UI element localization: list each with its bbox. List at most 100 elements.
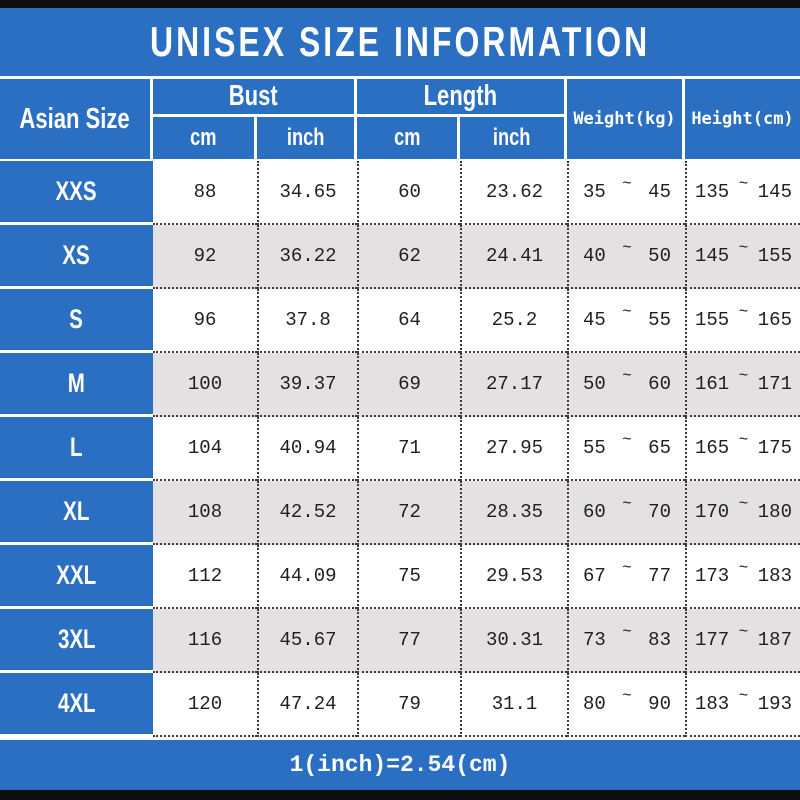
height-range-cell: 183 ~ 193 — [685, 673, 800, 737]
height-max-value: 187 — [757, 629, 792, 651]
height-max-value: 175 — [757, 437, 792, 459]
weight-min-value: 40 — [583, 245, 606, 267]
size-label-cell: 4XL — [0, 673, 153, 737]
length-inch-value: 24.41 — [485, 245, 543, 267]
table-row: XS 92 36.22 62 24.41 40 ~ 50 145 ~ 1 — [0, 225, 800, 289]
length-inch-value: 28.35 — [485, 501, 543, 523]
size-label: XS — [62, 240, 91, 270]
length-inch-value: 27.95 — [485, 437, 543, 459]
bust-inch-cell: 44.09 — [257, 545, 357, 609]
bust-inch-cell: 40.94 — [257, 417, 357, 481]
height-max-value: 193 — [757, 693, 792, 715]
bust-cm-value: 92 — [193, 245, 217, 267]
size-label: S — [69, 304, 84, 334]
weight-min-value: 67 — [583, 565, 606, 587]
height-range-cell: 173 ~ 183 — [685, 545, 800, 609]
header-bust-label: Bust — [229, 80, 278, 112]
length-cm-cell: 64 — [357, 289, 460, 353]
length-inch-value: 29.53 — [485, 565, 543, 587]
length-cm-cell: 75 — [357, 545, 460, 609]
tilde-separator: ~ — [738, 495, 749, 513]
size-label-cell: S — [0, 289, 153, 353]
header-asian-size-label: Asian Size — [19, 102, 131, 135]
height-max-value: 171 — [757, 373, 792, 395]
tilde-separator: ~ — [622, 367, 632, 385]
tilde-separator: ~ — [622, 559, 632, 577]
length-inch-cell: 27.95 — [460, 417, 567, 481]
weight-range-cell: 73 ~ 83 — [567, 609, 685, 673]
bust-inch-cell: 36.22 — [257, 225, 357, 289]
size-label-cell: 3XL — [0, 609, 153, 673]
header-bust-group: Bust — [153, 79, 357, 117]
length-inch-cell: 25.2 — [460, 289, 567, 353]
length-cm-cell: 62 — [357, 225, 460, 289]
length-inch-cell: 27.17 — [460, 353, 567, 417]
height-range-cell: 177 ~ 187 — [685, 609, 800, 673]
table-row: L 104 40.94 71 27.95 55 ~ 65 165 ~ 1 — [0, 417, 800, 481]
bust-cm-value: 104 — [187, 437, 223, 459]
size-label-cell: M — [0, 353, 153, 417]
table-header: Asian Size Bust Length Weight(kg) Height… — [0, 79, 800, 159]
length-cm-cell: 71 — [357, 417, 460, 481]
length-inch-value: 30.31 — [485, 629, 543, 651]
weight-min-value: 80 — [583, 693, 606, 715]
title-bar: UNISEX SIZE INFORMATION — [0, 8, 800, 76]
page-title: UNISEX SIZE INFORMATION — [149, 18, 651, 65]
weight-max-value: 83 — [648, 629, 671, 651]
length-inch-cell: 30.31 — [460, 609, 567, 673]
weight-max-value: 45 — [648, 181, 671, 203]
height-range-cell: 170 ~ 180 — [685, 481, 800, 545]
weight-range-cell: 35 ~ 45 — [567, 161, 685, 225]
length-inch-cell: 31.1 — [460, 673, 567, 737]
size-label: 3XL — [57, 624, 96, 654]
size-label: XXL — [56, 560, 97, 590]
height-min-value: 177 — [695, 629, 730, 651]
bust-cm-cell: 108 — [153, 481, 257, 545]
bust-cm-cell: 112 — [153, 545, 257, 609]
size-label: M — [67, 368, 86, 398]
tilde-separator: ~ — [738, 687, 749, 705]
bust-cm-cell: 100 — [153, 353, 257, 417]
length-cm-value: 62 — [398, 245, 421, 267]
header-length-inch-label: inch — [493, 124, 531, 151]
weight-min-value: 73 — [583, 629, 606, 651]
length-cm-cell: 79 — [357, 673, 460, 737]
length-inch-cell: 28.35 — [460, 481, 567, 545]
weight-max-value: 77 — [648, 565, 671, 587]
tilde-separator: ~ — [738, 175, 749, 193]
header-length-group: Length — [357, 79, 567, 117]
height-range-cell: 161 ~ 171 — [685, 353, 800, 417]
tilde-separator: ~ — [622, 623, 632, 641]
header-bust-cm: cm — [153, 117, 257, 159]
weight-max-value: 60 — [648, 373, 671, 395]
height-max-value: 183 — [757, 565, 792, 587]
header-length-cm-label: cm — [393, 124, 421, 151]
tilde-separator: ~ — [738, 431, 749, 449]
bust-cm-value: 120 — [187, 693, 223, 715]
tilde-separator: ~ — [622, 495, 632, 513]
length-cm-value: 72 — [398, 501, 421, 523]
table-row: 4XL 120 47.24 79 31.1 80 ~ 90 183 ~ — [0, 673, 800, 737]
length-cm-cell: 60 — [357, 161, 460, 225]
length-inch-cell: 29.53 — [460, 545, 567, 609]
bust-inch-value: 44.09 — [279, 565, 337, 587]
bust-cm-value: 96 — [193, 309, 217, 331]
height-max-value: 145 — [757, 181, 792, 203]
weight-min-value: 35 — [583, 181, 606, 203]
weight-max-value: 55 — [648, 309, 671, 331]
header-weight: Weight(kg) — [567, 79, 685, 159]
bust-inch-value: 34.65 — [279, 181, 337, 203]
length-inch-value: 25.2 — [491, 309, 538, 331]
weight-max-value: 65 — [648, 437, 671, 459]
table-row: XXL 112 44.09 75 29.53 67 ~ 77 173 ~ — [0, 545, 800, 609]
tilde-separator: ~ — [738, 239, 749, 257]
bust-inch-value: 47.24 — [279, 693, 337, 715]
length-inch-value: 23.62 — [485, 181, 543, 203]
tilde-separator: ~ — [622, 239, 632, 257]
bust-inch-cell: 42.52 — [257, 481, 357, 545]
length-inch-cell: 23.62 — [460, 161, 567, 225]
length-cm-value: 71 — [398, 437, 421, 459]
height-max-value: 165 — [757, 309, 792, 331]
table-row: S 96 37.8 64 25.2 45 ~ 55 155 ~ 165 — [0, 289, 800, 353]
